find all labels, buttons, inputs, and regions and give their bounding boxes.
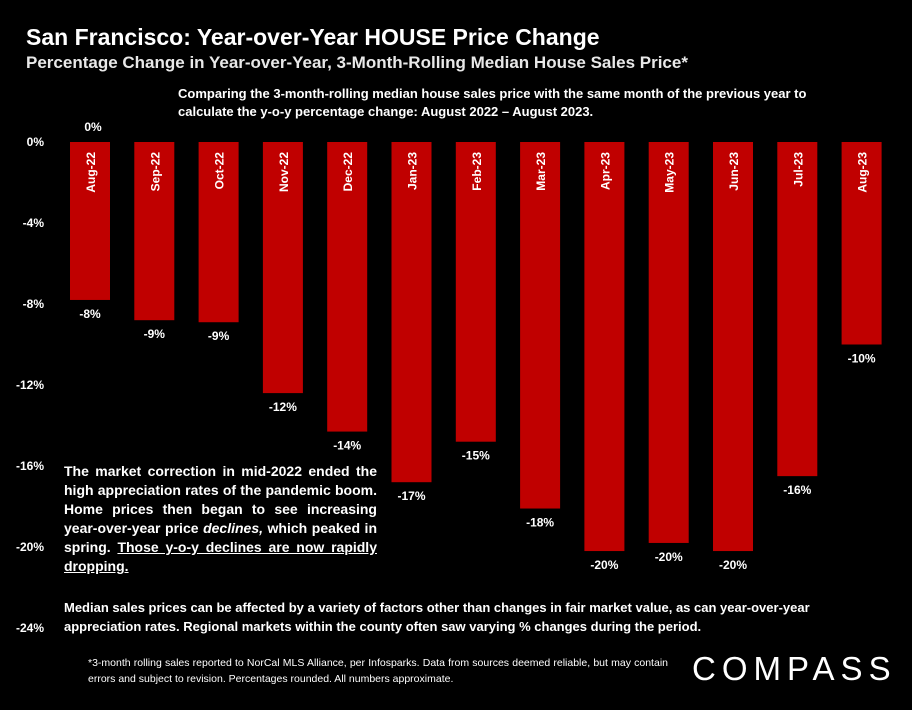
data-label: -20% xyxy=(719,558,747,572)
bar xyxy=(134,142,175,321)
chart-subtitle: Percentage Change in Year-over-Year, 3-M… xyxy=(26,53,688,72)
y-tick-label: -8% xyxy=(23,297,45,311)
category-label: Aug-23 xyxy=(856,152,870,193)
data-label: -8% xyxy=(79,307,101,321)
market-callout: The market correction in mid-2022 ended … xyxy=(64,462,377,576)
data-label: -9% xyxy=(144,327,166,341)
category-label: Nov-22 xyxy=(277,152,291,192)
y-tick-label: -12% xyxy=(16,378,44,392)
data-label: -20% xyxy=(590,558,618,572)
y-tick-label: -20% xyxy=(16,540,44,554)
category-label: Jan-23 xyxy=(406,152,420,190)
y-tick-label: -4% xyxy=(23,216,45,230)
chart-title: San Francisco: Year-over-Year HOUSE Pric… xyxy=(26,24,600,50)
bar xyxy=(584,142,625,552)
bar xyxy=(455,142,496,442)
data-label: -10% xyxy=(848,352,876,366)
category-label: Dec-22 xyxy=(341,152,355,192)
bar xyxy=(327,142,368,432)
bottom-note: Median sales prices can be affected by a… xyxy=(64,598,824,636)
y-tick-label: -24% xyxy=(16,621,44,635)
bar xyxy=(391,142,432,483)
data-label: -17% xyxy=(397,489,425,503)
callout-italic-text: declines, xyxy=(203,520,263,536)
category-label: Feb-23 xyxy=(470,152,484,191)
bar xyxy=(262,142,303,394)
category-label: May-23 xyxy=(663,152,677,193)
bar xyxy=(777,142,818,477)
data-label: -16% xyxy=(783,483,811,497)
data-label: -20% xyxy=(655,550,683,564)
category-label: Mar-23 xyxy=(534,152,548,191)
category-label: Oct-22 xyxy=(213,152,227,190)
category-label: Sep-22 xyxy=(148,152,162,192)
category-label: Aug-22 xyxy=(84,152,98,193)
zero-label: 0% xyxy=(84,120,102,134)
bar xyxy=(841,142,882,345)
callout-text-1: The market correction in mid-2022 ended … xyxy=(64,463,377,536)
bar xyxy=(713,142,753,552)
data-label: -18% xyxy=(526,516,554,530)
y-tick-label: -16% xyxy=(16,459,44,473)
y-tick-label: 0% xyxy=(27,135,45,149)
bar xyxy=(520,142,561,509)
callout-underlined-text: Those y-o-y declines are now rapidly dro… xyxy=(64,539,377,574)
compass-logo: COMPASS xyxy=(692,650,897,687)
callout-text-2: which peaked in spring. xyxy=(64,520,377,555)
data-label: -14% xyxy=(333,439,361,453)
category-label: Jul-23 xyxy=(791,152,805,187)
category-label: Apr-23 xyxy=(598,152,612,190)
chart-note: Comparing the 3-month-rolling median hou… xyxy=(178,86,807,119)
category-label: Jun-23 xyxy=(727,152,741,191)
bar xyxy=(198,142,239,323)
data-label: -15% xyxy=(462,449,490,463)
bar xyxy=(70,142,110,300)
bar xyxy=(648,142,689,543)
footnote: *3-month rolling sales reported to NorCa… xyxy=(88,657,668,685)
data-label: -12% xyxy=(269,400,297,414)
data-label: -9% xyxy=(208,329,230,343)
